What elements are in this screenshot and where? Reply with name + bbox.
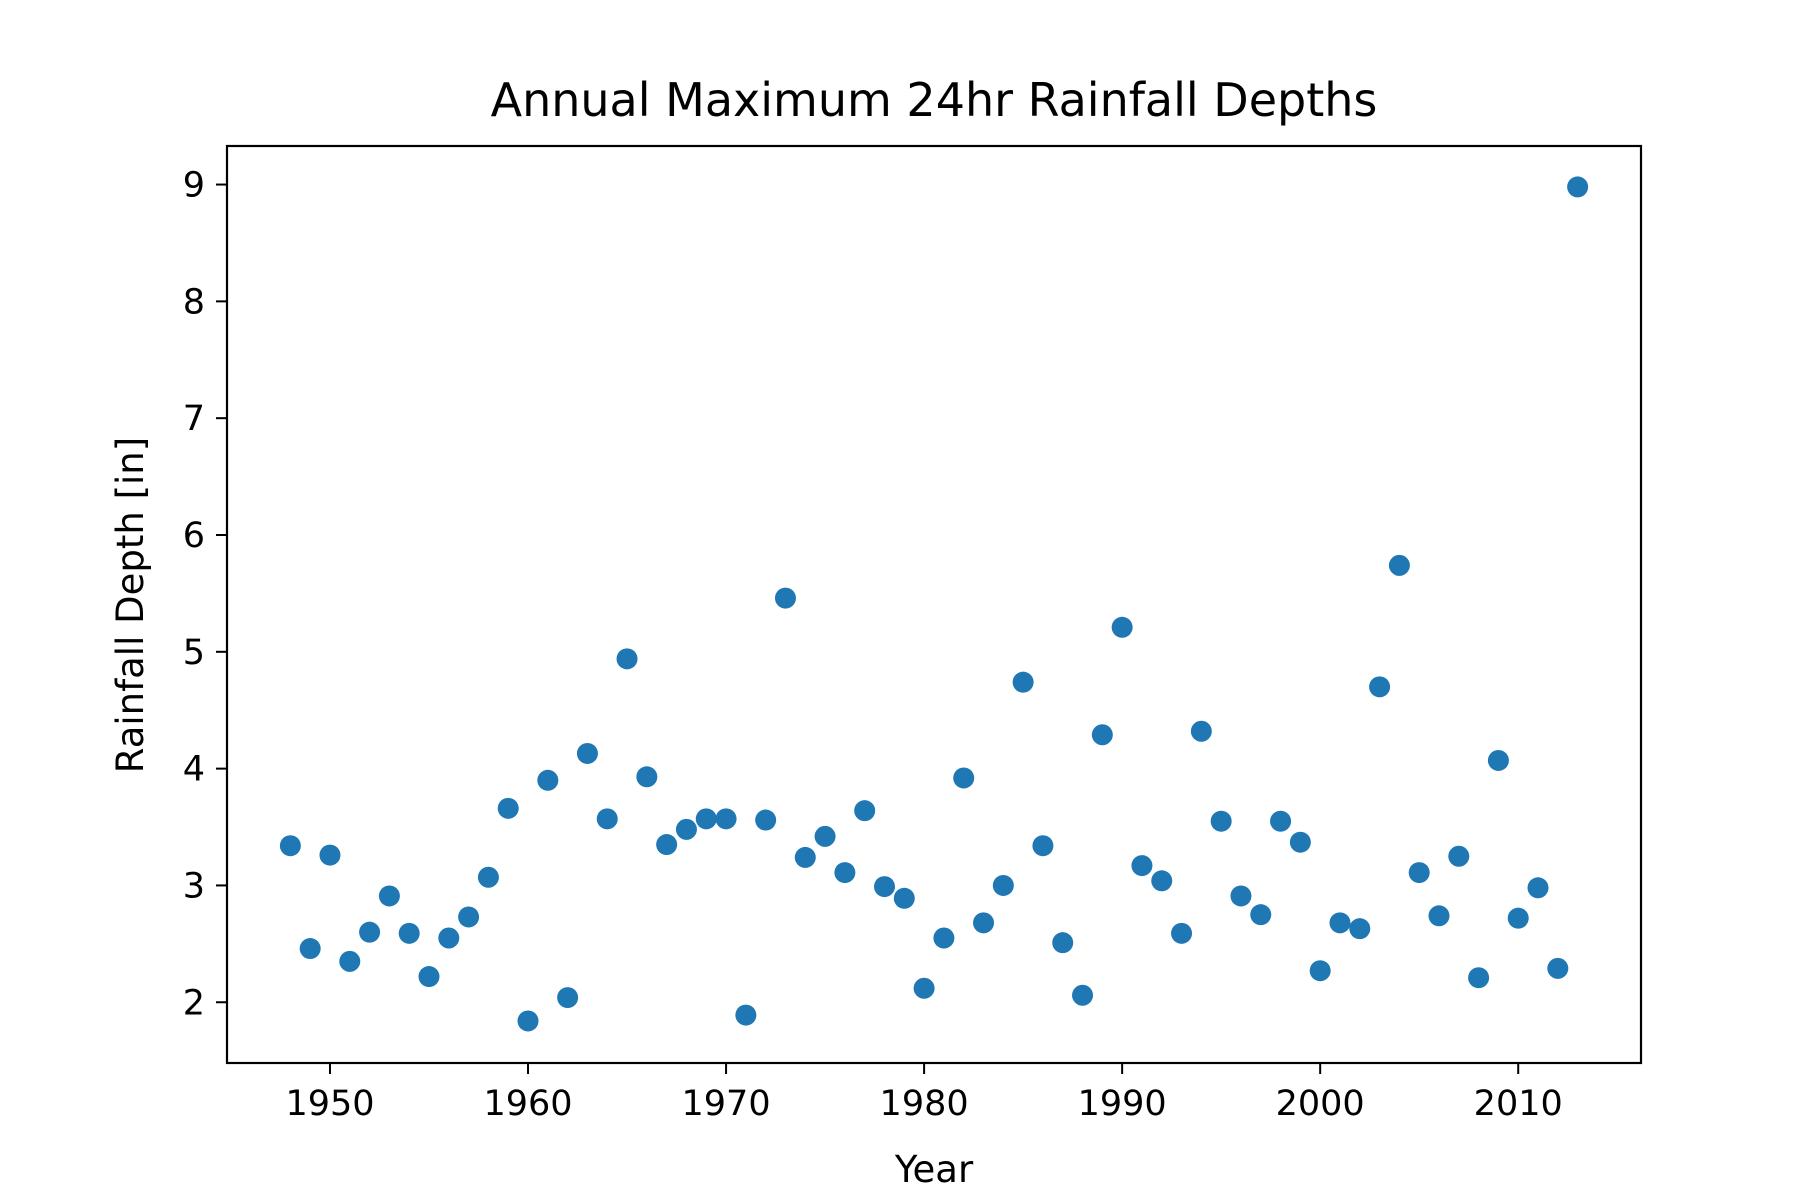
data-point-1964 xyxy=(596,808,618,830)
y-tick-label-6: 6 xyxy=(183,516,205,556)
y-tick-label-5: 5 xyxy=(183,633,205,673)
data-point-2005 xyxy=(1408,862,1430,884)
data-point-1993 xyxy=(1171,922,1193,944)
data-point-1955 xyxy=(418,966,440,988)
data-point-1986 xyxy=(1032,835,1054,857)
data-point-2010 xyxy=(1507,907,1529,929)
data-point-1978 xyxy=(873,876,895,898)
data-point-1983 xyxy=(973,912,995,934)
y-tick-label-7: 7 xyxy=(183,399,205,439)
data-point-1973 xyxy=(774,587,796,609)
data-point-1966 xyxy=(636,766,658,788)
data-point-1972 xyxy=(755,809,777,831)
x-axis-ticks: 1950 1960 1970 1980 1990 2000 2010 xyxy=(285,1063,1563,1124)
data-point-1991 xyxy=(1131,855,1153,877)
data-point-1981 xyxy=(933,927,955,949)
data-points xyxy=(279,176,1589,1032)
y-axis-label: Rainfall Depth [in] xyxy=(109,437,152,773)
data-point-1974 xyxy=(794,846,816,868)
data-point-1952 xyxy=(359,921,381,943)
data-point-1965 xyxy=(616,648,638,670)
data-point-2000 xyxy=(1309,960,1331,982)
data-point-1950 xyxy=(319,844,341,866)
chart-title: Annual Maximum 24hr Rainfall Depths xyxy=(491,73,1378,127)
data-point-1967 xyxy=(656,834,678,856)
y-axis-ticks: 2 3 4 5 6 7 8 9 xyxy=(183,166,227,1023)
x-tick-label-1970: 1970 xyxy=(682,1084,771,1124)
y-tick-label-8: 8 xyxy=(183,282,205,322)
data-point-1962 xyxy=(557,987,579,1009)
data-point-2001 xyxy=(1329,912,1351,934)
y-tick-label-4: 4 xyxy=(183,750,205,790)
x-tick-label-1950: 1950 xyxy=(285,1084,374,1124)
data-point-2012 xyxy=(1547,957,1569,979)
data-point-2004 xyxy=(1388,554,1410,576)
data-point-1985 xyxy=(1012,671,1034,693)
data-point-1949 xyxy=(299,938,321,960)
data-point-1997 xyxy=(1250,904,1272,926)
data-point-1984 xyxy=(992,874,1014,896)
data-point-1982 xyxy=(953,767,975,789)
data-point-1953 xyxy=(378,885,400,907)
data-point-1960 xyxy=(517,1010,539,1032)
x-tick-label-1980: 1980 xyxy=(880,1084,969,1124)
data-point-1995 xyxy=(1210,810,1232,832)
data-point-1990 xyxy=(1111,616,1133,638)
y-tick-label-3: 3 xyxy=(183,866,205,906)
y-tick-label-9: 9 xyxy=(183,166,205,206)
data-point-1999 xyxy=(1289,831,1311,853)
data-point-1956 xyxy=(438,927,460,949)
x-tick-label-2000: 2000 xyxy=(1276,1084,1365,1124)
data-point-1971 xyxy=(735,1004,757,1026)
data-point-2008 xyxy=(1468,967,1490,989)
data-point-2003 xyxy=(1369,676,1391,698)
data-point-1994 xyxy=(1190,720,1212,742)
data-point-1996 xyxy=(1230,885,1252,907)
data-point-2011 xyxy=(1527,877,1549,899)
data-point-1980 xyxy=(913,977,935,999)
data-point-1989 xyxy=(1091,724,1113,746)
data-point-1988 xyxy=(1072,984,1094,1006)
data-point-1975 xyxy=(814,825,836,847)
data-point-1959 xyxy=(497,797,519,819)
plot-frame xyxy=(225,144,1643,1065)
data-point-1977 xyxy=(854,800,876,822)
data-point-2013 xyxy=(1567,176,1589,198)
data-point-1979 xyxy=(893,887,915,909)
data-point-1957 xyxy=(458,906,480,928)
data-point-1958 xyxy=(477,866,499,888)
data-point-1970 xyxy=(715,808,737,830)
data-point-2002 xyxy=(1349,918,1371,940)
data-point-2006 xyxy=(1428,905,1450,927)
data-point-1954 xyxy=(398,922,420,944)
data-point-2007 xyxy=(1448,845,1470,867)
data-point-1987 xyxy=(1052,932,1074,954)
x-tick-label-1990: 1990 xyxy=(1078,1084,1167,1124)
data-point-1992 xyxy=(1151,870,1173,892)
data-point-1951 xyxy=(339,950,361,972)
data-point-1976 xyxy=(834,862,856,884)
data-point-1998 xyxy=(1270,810,1292,832)
data-point-1963 xyxy=(576,742,598,764)
data-point-2009 xyxy=(1487,749,1509,771)
data-point-1961 xyxy=(537,769,559,791)
data-point-1948 xyxy=(279,835,301,857)
x-tick-label-1960: 1960 xyxy=(483,1084,572,1124)
y-tick-label-2: 2 xyxy=(183,983,205,1023)
x-tick-label-2010: 2010 xyxy=(1474,1084,1563,1124)
data-point-1968 xyxy=(675,818,697,840)
data-point-1969 xyxy=(695,808,717,830)
x-axis-label: Year xyxy=(894,1148,974,1191)
